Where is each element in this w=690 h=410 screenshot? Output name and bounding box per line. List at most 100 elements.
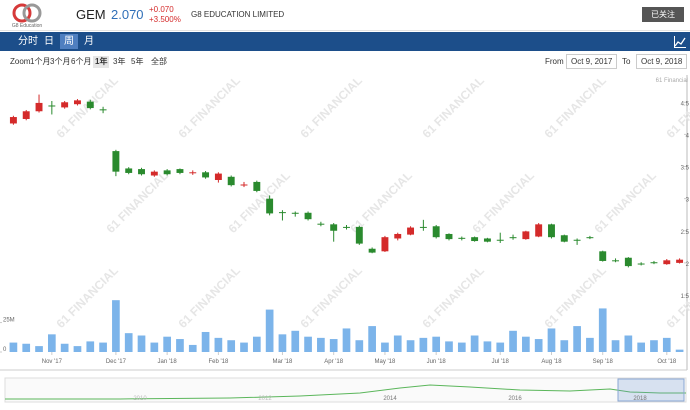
x-tick-label: Apr '18 — [324, 359, 343, 365]
volume-bar — [457, 342, 466, 352]
y-tick-label: 4.5 — [681, 101, 690, 107]
y-tick-label: 3.5 — [681, 166, 690, 172]
chart-icon[interactable] — [674, 36, 686, 48]
tab[interactable]: 日 — [44, 36, 54, 47]
volume-bar — [188, 344, 197, 352]
logo-ring — [22, 3, 42, 23]
zoom-label: Zoom — [10, 57, 31, 66]
candle-body — [612, 260, 619, 262]
follow-button[interactable]: 已关注 — [642, 7, 684, 22]
zoom-option[interactable]: 1年 — [93, 56, 110, 68]
volume-tick-label: 25M — [3, 318, 15, 324]
volume-bar — [47, 334, 56, 352]
volume-bar — [163, 336, 171, 352]
zoom-option[interactable]: 3个月 — [50, 57, 71, 66]
volume-bar — [291, 330, 300, 352]
volume-bar — [470, 335, 479, 352]
price: 2.070 — [111, 7, 144, 22]
candle-body — [189, 172, 197, 174]
volume-bar — [381, 342, 389, 352]
candle-body — [483, 238, 491, 242]
candle-body — [624, 257, 632, 267]
candle-body — [240, 184, 248, 186]
logo: G8 Education — [12, 3, 42, 29]
candle-body — [419, 226, 427, 228]
candle-body — [548, 224, 555, 238]
candle-body — [125, 168, 133, 173]
volume-bar — [368, 326, 376, 352]
candle-body — [253, 181, 261, 191]
watermark: 61 FINANCIAL — [419, 263, 486, 330]
volume-bar — [624, 335, 633, 352]
volume-bar — [445, 341, 453, 352]
x-tick-label: Mar '18 — [273, 359, 293, 365]
volume-bar — [393, 335, 402, 352]
volume-bar — [35, 346, 43, 352]
volume-bar — [496, 342, 505, 352]
tab[interactable]: 周 — [60, 34, 78, 49]
navigator-label: 2010 — [133, 396, 147, 402]
y-tick-label: 4 — [686, 133, 690, 139]
candle-body — [586, 237, 594, 239]
volume-bar — [483, 341, 492, 352]
tab[interactable]: 月 — [84, 36, 94, 47]
volume-bar — [252, 336, 261, 352]
zoom-option[interactable]: 5年 — [131, 57, 144, 66]
volume-bar — [265, 309, 274, 352]
candle-body — [407, 227, 415, 235]
volume-bar — [73, 346, 82, 352]
to-input[interactable]: Oct 9, 2018 — [636, 54, 688, 69]
x-tick-label: Sep '18 — [593, 359, 614, 365]
watermark: 61 FINANCIAL — [541, 263, 608, 330]
candle-body — [471, 237, 479, 242]
candle-body — [599, 251, 607, 261]
zoom-option[interactable]: 1个月 — [30, 57, 51, 66]
candle-body — [676, 259, 684, 263]
candle-body — [522, 231, 530, 240]
candle-body — [74, 100, 81, 105]
x-tick-label: Feb '18 — [208, 359, 228, 365]
volume-bar — [9, 342, 18, 352]
candle-body — [48, 105, 56, 107]
y-tick-label: 2.5 — [681, 230, 690, 236]
zoom-option[interactable]: 6个月 — [71, 57, 92, 66]
logo-ring — [12, 3, 32, 23]
candle-body — [9, 117, 17, 124]
candle-body — [330, 224, 338, 231]
from-label: From — [545, 57, 564, 66]
volume-bar — [547, 328, 556, 352]
candle-body — [227, 176, 235, 186]
candle-body — [138, 169, 145, 175]
chart: 61 Financial 61 FINANCIAL 61 FINANCIAL 61 F… — [0, 73, 690, 403]
volume-bar — [60, 343, 69, 352]
volume-bar — [99, 342, 107, 352]
candle-body — [560, 235, 568, 242]
candle-body — [266, 198, 274, 214]
navigator-label: 2016 — [508, 396, 522, 402]
candle-body — [368, 248, 376, 253]
candle-body — [304, 212, 312, 220]
volume-bar — [522, 336, 530, 352]
zoom-option[interactable]: 全部 — [151, 57, 167, 66]
x-tick-label: May '18 — [375, 359, 396, 365]
x-tick-label: Aug '18 — [541, 359, 562, 365]
credit: 61 Financial — [656, 78, 688, 84]
candle-body — [176, 169, 184, 173]
x-tick-label: Jun '18 — [427, 359, 447, 365]
watermark: 61 FINANCIAL — [297, 73, 364, 140]
watermark: 61 FINANCIAL — [297, 263, 364, 330]
volume-bar — [355, 340, 364, 352]
navigator — [4, 377, 687, 403]
volume-bar — [227, 340, 236, 352]
navigator-label: 2012 — [258, 396, 272, 402]
zoom-option[interactable]: 3年 — [113, 57, 126, 66]
tab[interactable]: 分时 — [18, 36, 38, 47]
candle-body — [637, 263, 645, 265]
from-input[interactable]: Oct 9, 2017 — [566, 54, 618, 69]
candle-body — [509, 237, 517, 239]
candle-body — [458, 237, 466, 239]
candle-body — [61, 102, 69, 108]
